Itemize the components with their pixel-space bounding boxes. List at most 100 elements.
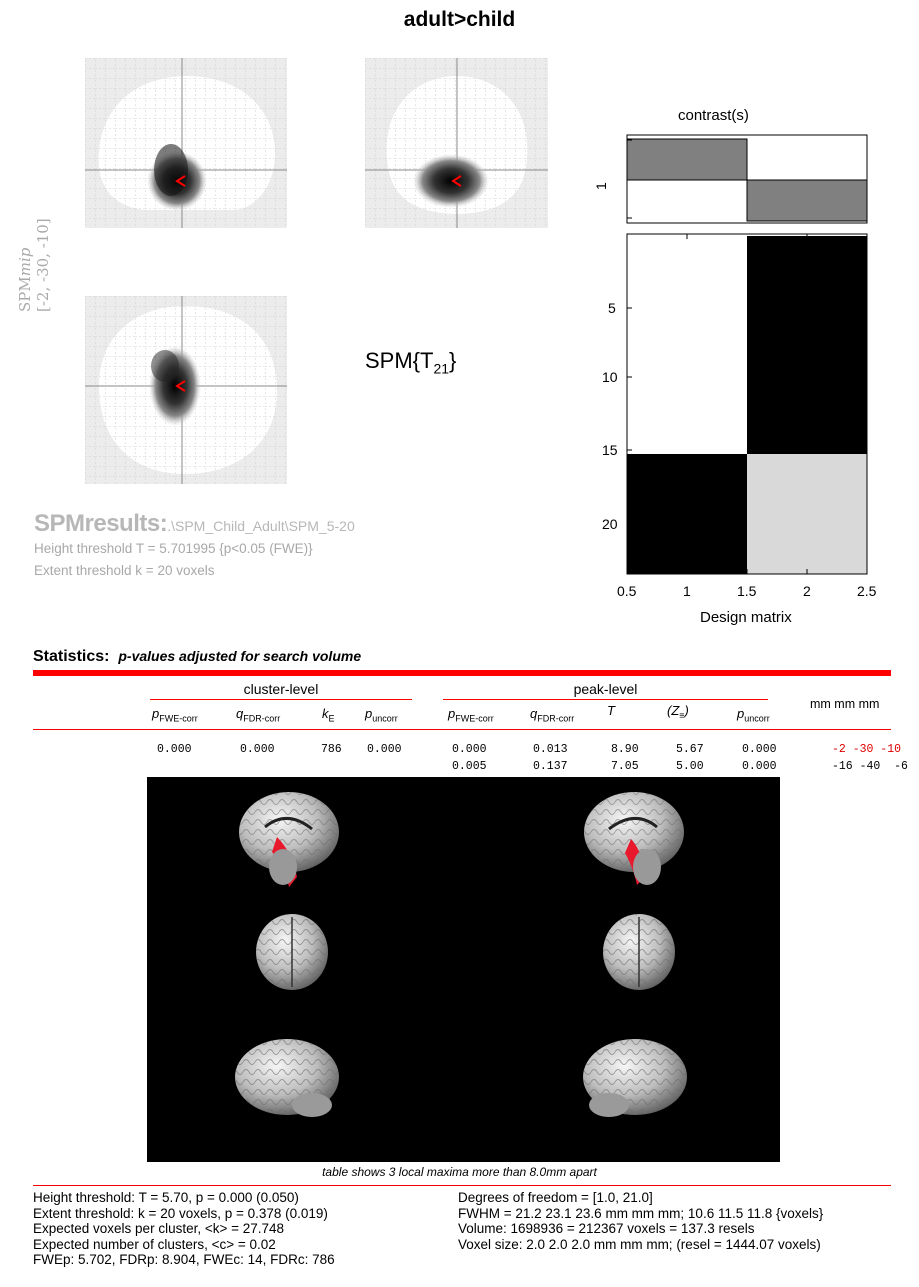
peak-level-underline — [443, 699, 768, 700]
header-divider — [33, 729, 891, 730]
cell-peak-z: 5.67 — [676, 743, 704, 756]
mm-coordinate-header: mm mm mm — [810, 697, 880, 711]
col-cluster-q-fdr-sub: FDR-corr — [243, 713, 281, 724]
spm-mip-coordinates: [-2, -30, -10] — [34, 218, 52, 312]
contrast-bar-positive — [626, 138, 748, 181]
cell-cluster-p-unc: 0.000 — [367, 743, 402, 756]
statistics-title: Statistics: — [33, 648, 110, 665]
glass-brain-coronal[interactable] — [365, 58, 548, 228]
design-matrix-x-tick: 2.5 — [857, 583, 877, 599]
cell-mm-coordinates[interactable]: -16 -40 -6 — [832, 760, 908, 773]
spm-results-title: SPMresults:.\SPM_Child_Adult\SPM_5-20 — [34, 510, 355, 538]
footer-left-block: Height threshold: T = 5.70, p = 0.000 (0… — [33, 1190, 335, 1268]
footer-extent-threshold: Extent threshold: k = 20 voxels, p = 0.3… — [33, 1205, 328, 1221]
footer-degrees-of-freedom: Degrees of freedom = [1.0, 21.0] — [458, 1190, 653, 1205]
extent-threshold-summary: Extent threshold k = 20 voxels — [34, 563, 215, 578]
footer-fwhm: FWHM = 21.2 23.1 23.6 mm mm mm; 10.6 11.… — [458, 1205, 824, 1221]
design-matrix-y-tick: 5 — [608, 300, 616, 316]
col-peak-p-fwe-symbol: p — [448, 706, 456, 721]
spm-mip-label-main: SPM — [16, 276, 34, 312]
cell-peak-t: 8.90 — [611, 743, 639, 756]
contrast-y-tick: 1 — [593, 182, 609, 190]
design-matrix-cell-child-col2 — [747, 454, 867, 574]
cluster-level-underline — [150, 699, 412, 700]
footer-volume: Volume: 1698936 = 212367 voxels = 137.3 … — [458, 1221, 755, 1236]
table-footnote: table shows 3 local maxima more than 8.0… — [322, 1165, 597, 1179]
col-peak-q-fdr-symbol: q — [530, 706, 538, 721]
col-peak-t: T — [607, 703, 615, 718]
col-peak-z-symbol: (Z — [667, 703, 680, 718]
col-peak-q-fdr: qFDR-corr — [530, 706, 574, 724]
col-cluster-q-fdr: qFDR-corr — [236, 706, 280, 724]
cell-cluster-p-fwe: 0.000 — [157, 743, 192, 756]
col-peak-p-fwe: pFWE-corr — [448, 706, 494, 724]
design-matrix-cell-adult — [747, 236, 867, 454]
glass-brain-sagittal-image — [85, 58, 287, 228]
statistics-divider — [33, 670, 891, 676]
contrast-panel-title: contrast(s) — [678, 107, 749, 124]
cell-peak-q-fdr: 0.137 — [533, 760, 568, 773]
col-cluster-q-fdr-symbol: q — [236, 706, 244, 721]
glass-brain-axial[interactable] — [85, 296, 287, 484]
design-matrix-x-tick: 0.5 — [617, 583, 637, 599]
spm-mip-label-italic: mip — [16, 247, 34, 277]
design-matrix-plot[interactable]: 5 10 15 20 0.5 1 1.5 2 2.5 — [590, 228, 890, 628]
brain-posterior-left — [256, 914, 328, 990]
col-peak-q-fdr-sub: FDR-corr — [537, 713, 575, 724]
design-matrix-x-tick: 1.5 — [737, 583, 757, 599]
col-peak-z-close: ) — [684, 703, 689, 718]
col-cluster-ke-sub: E — [328, 713, 335, 724]
footer-height-threshold: Height threshold: T = 5.70, p = 0.000 (0… — [33, 1190, 299, 1205]
col-cluster-ke: kE — [322, 706, 335, 724]
brain-anterior-right — [603, 914, 675, 990]
cell-peak-p-fwe: 0.000 — [452, 743, 487, 756]
design-matrix-x-tick: 1 — [683, 583, 691, 599]
statistics-header: Statistics: p-values adjusted for search… — [33, 648, 361, 666]
brain-lateral-left — [235, 1039, 339, 1117]
footer-expected-voxels: Expected voxels per cluster, <k> = 27.74… — [33, 1221, 285, 1236]
col-cluster-p-unc-sub: uncorr — [372, 713, 398, 724]
contrast-plot — [626, 134, 868, 224]
cell-peak-q-fdr: 0.013 — [533, 743, 568, 756]
footer-right-block: Degrees of freedom = [1.0, 21.0] FWHM = … — [458, 1190, 823, 1252]
spm-mip-label: SPMmip [-2, -30, -10] — [16, 192, 56, 312]
glass-brain-sagittal[interactable] — [85, 58, 287, 228]
spm-stat-suffix: } — [449, 348, 457, 373]
spm-statistic-label: SPM{T21} — [365, 348, 456, 376]
spm-stat-prefix: SPM{T — [365, 348, 434, 373]
glass-brain-axial-image — [85, 296, 287, 484]
col-cluster-p-fwe-symbol: p — [152, 706, 160, 721]
brain-medial-right — [584, 792, 684, 885]
peak-level-label: peak-level — [573, 681, 638, 697]
brain-lateral-right — [583, 1039, 687, 1117]
col-peak-z-sub: ≡ — [679, 710, 685, 721]
cell-peak-z: 5.00 — [676, 760, 704, 773]
cluster-level-label: cluster-level — [243, 681, 319, 697]
cell-cluster-ke: 786 — [321, 743, 342, 756]
cell-cluster-q-fdr: 0.000 — [240, 743, 275, 756]
col-cluster-p-unc-symbol: p — [365, 706, 373, 721]
col-cluster-p-unc: puncorr — [365, 706, 398, 724]
design-matrix-cell-child — [627, 454, 747, 574]
statistics-subtitle: p-values adjusted for search volume — [118, 648, 362, 664]
cell-peak-p-unc: 0.000 — [742, 760, 777, 773]
spm-results-label: SPMresults: — [34, 510, 168, 537]
design-matrix-y-tick: 20 — [602, 516, 618, 532]
brain-medial-left — [239, 792, 339, 887]
col-peak-p-unc: puncorr — [737, 706, 770, 724]
cell-mm-coordinates[interactable]: -2 -30 -10 — [832, 743, 902, 756]
design-matrix-y-tick: 15 — [602, 442, 618, 458]
spm-stat-subscript: 21 — [433, 360, 450, 377]
footer-expected-clusters: Expected number of clusters, <c> = 0.02 — [33, 1236, 276, 1252]
design-matrix-y-tick: 10 — [602, 369, 618, 385]
rendered-brains-panel — [147, 777, 780, 1162]
footer-voxel-size: Voxel size: 2.0 2.0 2.0 mm mm mm; (resel… — [458, 1236, 821, 1252]
glass-brain-coronal-image — [365, 58, 548, 228]
cell-peak-t: 7.05 — [611, 760, 639, 773]
col-cluster-p-fwe-sub: FWE-corr — [159, 713, 198, 724]
height-threshold-summary: Height threshold T = 5.701995 {p<0.05 (F… — [34, 541, 313, 556]
contrast-title: adult>child — [403, 8, 516, 31]
col-peak-p-unc-sub: uncorr — [744, 713, 770, 724]
col-cluster-ke-symbol: k — [322, 706, 329, 721]
col-cluster-p-fwe: pFWE-corr — [152, 706, 198, 724]
